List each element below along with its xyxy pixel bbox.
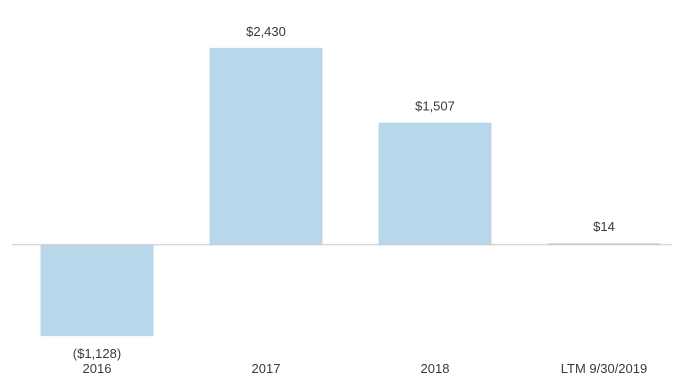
value-labels-layer: ($1,128) $2,430 $1,507 $14 <box>73 24 615 361</box>
bar-2016 <box>40 244 154 337</box>
x-tick-label: LTM 9/30/2019 <box>561 361 647 376</box>
value-label: $14 <box>593 219 615 234</box>
value-label: $1,507 <box>415 99 455 114</box>
bar-2017 <box>209 47 323 245</box>
x-axis-tick-labels: 2016 2017 2018 LTM 9/30/2019 <box>83 361 648 376</box>
x-tick-label: 2018 <box>421 361 450 376</box>
value-label: ($1,128) <box>73 346 121 361</box>
bar-ltm-9-30-2019 <box>547 243 661 245</box>
x-tick-label: 2016 <box>83 361 112 376</box>
bars-layer <box>40 47 661 337</box>
bar-2018 <box>378 122 492 245</box>
x-tick-label: 2017 <box>252 361 281 376</box>
value-label: $2,430 <box>246 24 286 39</box>
